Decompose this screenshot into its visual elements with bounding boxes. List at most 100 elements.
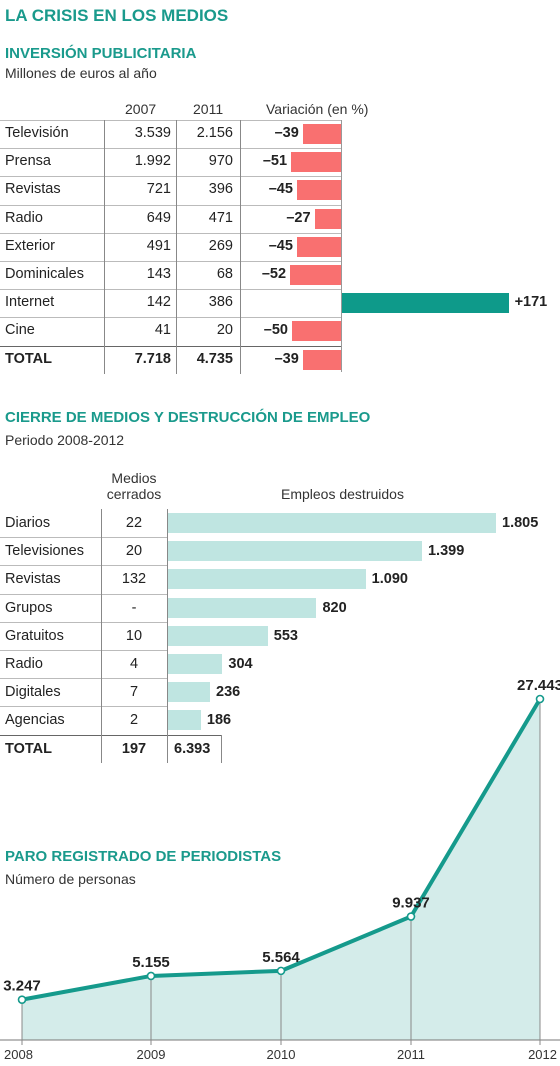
data-label: 9.937 — [392, 895, 430, 912]
employment-label: 1.399 — [427, 543, 465, 560]
data-point — [535, 694, 545, 704]
variation-bar — [292, 321, 341, 342]
employment-bar — [167, 654, 223, 674]
main-title: LA CRISIS EN LOS MEDIOS — [5, 6, 229, 25]
x-tick-label: 2012 — [528, 1047, 557, 1062]
row-label: Digitales — [5, 684, 61, 701]
employment-bar — [167, 710, 201, 731]
medios-value: 4 — [129, 656, 139, 672]
header-2011: 2011 — [193, 101, 224, 117]
variation-label: –45 — [268, 181, 293, 198]
value-2011: 68 — [216, 266, 233, 282]
row-divider — [0, 706, 167, 708]
column-divider — [101, 509, 102, 763]
row-label: Televisiones — [5, 543, 84, 560]
x-tick-label: 2011 — [397, 1047, 425, 1062]
variation-bar — [296, 236, 341, 257]
data-point — [146, 971, 156, 981]
value-2011: 970 — [208, 153, 233, 170]
column-divider — [104, 120, 105, 374]
column-divider — [167, 509, 168, 763]
value-2007: 1.992 — [134, 153, 171, 170]
total-2007: 7.718 — [134, 350, 171, 367]
value-2011: 386 — [208, 294, 233, 311]
employment-label: 1.805 — [502, 515, 539, 531]
variation-bar — [290, 265, 341, 285]
row-label: Televisión — [5, 125, 69, 141]
employment-bar — [167, 597, 317, 618]
x-tick-label: 2010 — [267, 1047, 296, 1062]
row-divider — [0, 176, 341, 178]
row-divider — [0, 148, 341, 150]
section2-title: CIERRE DE MEDIOS Y DESTRUCCIÓN DE EMPLEO — [5, 409, 371, 426]
row-label: Prensa — [5, 153, 51, 170]
data-label: 5.564 — [262, 949, 300, 966]
data-label: 3.247 — [3, 978, 41, 995]
row-label: Radio — [5, 209, 43, 226]
variation-bar — [314, 208, 341, 229]
medios-value: 10 — [125, 627, 143, 644]
variation-label: –45 — [268, 237, 293, 254]
section3-subtitle: Número de personas — [5, 871, 136, 887]
variation-label: +171 — [514, 294, 548, 311]
data-point — [406, 912, 416, 921]
row-divider — [0, 261, 341, 262]
row-divider — [0, 593, 167, 595]
employment-label: 186 — [206, 712, 232, 729]
employment-bar — [167, 513, 496, 533]
medios-value: 7 — [129, 684, 139, 701]
value-2011: 471 — [208, 209, 233, 226]
header-medios-line2: cerrados — [106, 486, 162, 502]
value-2011: 2.156 — [196, 125, 233, 141]
row-label: Agencias — [5, 712, 65, 729]
section1-title: INVERSIÓN PUBLICITARIA — [5, 45, 197, 62]
section3-title: PARO REGISTRADO DE PERIODISTAS — [5, 848, 282, 865]
employment-label: 820 — [322, 599, 347, 616]
value-2007: 491 — [146, 237, 171, 254]
value-2007: 41 — [154, 322, 171, 339]
row-divider — [0, 317, 341, 319]
section1-subtitle: Millones de euros al año — [5, 65, 157, 81]
variation-bar — [302, 124, 341, 144]
value-2011: 396 — [208, 181, 233, 198]
header-empleos: Empleos destruidos — [281, 486, 404, 502]
variation-bar — [296, 180, 341, 201]
row-label: Revistas — [5, 571, 61, 588]
row-label: Revistas — [5, 181, 61, 198]
row-divider — [0, 120, 341, 121]
column-divider — [240, 120, 241, 374]
employment-bar — [167, 569, 366, 590]
data-point — [276, 966, 286, 976]
variation-bar — [341, 293, 509, 314]
employment-bar — [167, 625, 268, 646]
total-medios: 197 — [121, 740, 147, 757]
header-2007: 2007 — [125, 101, 157, 117]
row-divider — [0, 678, 167, 680]
employment-label: 236 — [216, 684, 241, 701]
header-medios-line1: Medios — [111, 470, 157, 486]
header-variacion: Variación (en %) — [266, 101, 369, 117]
medios-value: 22 — [125, 515, 143, 531]
row-label: Exterior — [5, 237, 55, 254]
value-2007: 649 — [146, 209, 171, 226]
row-divider — [0, 289, 341, 291]
value-2007: 143 — [146, 266, 171, 282]
row-divider — [0, 204, 341, 206]
data-point — [17, 995, 27, 1004]
row-divider — [0, 621, 167, 623]
data-label: 27.443 — [517, 677, 560, 694]
row-label: Cine — [5, 322, 35, 339]
value-2011: 269 — [208, 237, 233, 254]
row-label: Dominicales — [5, 266, 84, 282]
row-label: Radio — [5, 656, 43, 672]
medios-value: - — [131, 599, 137, 616]
employment-label: 553 — [273, 627, 298, 644]
variation-label: –39 — [274, 350, 299, 367]
row-label: Diarios — [5, 515, 51, 531]
variation-label: –52 — [261, 266, 287, 282]
variation-bar — [302, 349, 341, 370]
medios-value: 132 — [121, 571, 147, 588]
row-label: Internet — [5, 294, 55, 311]
x-tick-label: 2008 — [4, 1047, 33, 1062]
